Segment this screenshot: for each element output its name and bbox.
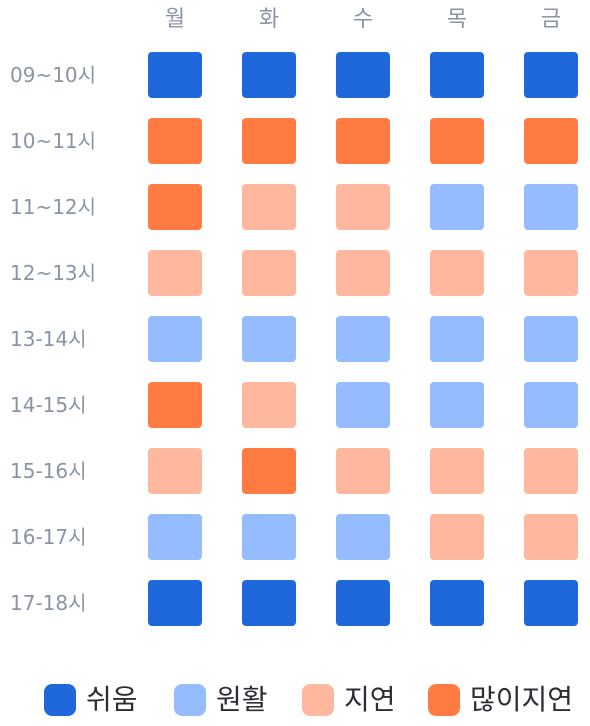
grid-cell-delay xyxy=(148,448,202,494)
legend-swatch-smooth xyxy=(174,684,206,716)
time-label: 10~11시 xyxy=(10,129,97,153)
grid-cell-heavy xyxy=(242,118,296,164)
grid-cell-delay xyxy=(524,514,578,560)
grid-cell-smooth xyxy=(430,184,484,230)
grid-cell-smooth xyxy=(148,514,202,560)
grid-cell-heavy xyxy=(524,118,578,164)
grid-cell-smooth xyxy=(148,316,202,362)
grid-cell-delay xyxy=(336,448,390,494)
grid-cell-heavy xyxy=(148,382,202,428)
time-label: 17-18시 xyxy=(10,591,87,615)
legend-swatch-heavy xyxy=(428,684,460,716)
legend-label-easy: 쉬움 xyxy=(86,683,138,716)
legend-label-delay: 지연 xyxy=(344,683,396,716)
time-label: 13-14시 xyxy=(10,327,87,351)
legend-swatch-delay xyxy=(302,684,334,716)
grid-cell-heavy xyxy=(336,118,390,164)
legend-label-smooth: 원활 xyxy=(216,683,268,716)
grid-cell-delay xyxy=(242,250,296,296)
grid-cell-heavy xyxy=(148,118,202,164)
time-label: 12~13시 xyxy=(10,261,97,285)
grid-cell-smooth xyxy=(336,514,390,560)
grid-cell-easy xyxy=(524,52,578,98)
time-label: 11~12시 xyxy=(10,195,97,219)
time-label: 09~10시 xyxy=(10,63,97,87)
grid-cell-delay xyxy=(430,250,484,296)
grid-cell-smooth xyxy=(336,382,390,428)
day-header: 수 xyxy=(352,7,374,32)
grid-cell-smooth xyxy=(524,382,578,428)
grid-cell-delay xyxy=(430,448,484,494)
grid-cell-delay xyxy=(148,250,202,296)
grid-cell-smooth xyxy=(430,316,484,362)
grid-cell-smooth xyxy=(336,316,390,362)
grid-cell-heavy xyxy=(148,184,202,230)
legend-label-heavy: 많이지연 xyxy=(470,683,574,716)
time-label: 14-15시 xyxy=(10,393,87,417)
day-header: 목 xyxy=(446,7,468,32)
day-header: 월 xyxy=(164,7,186,32)
grid-cell-easy xyxy=(242,52,296,98)
legend-swatch-easy xyxy=(44,684,76,716)
grid-cell-smooth xyxy=(242,316,296,362)
grid-cell-easy xyxy=(148,52,202,98)
grid-cell-delay xyxy=(242,184,296,230)
grid-cell-smooth xyxy=(430,382,484,428)
grid-cell-delay xyxy=(242,382,296,428)
day-header: 금 xyxy=(540,7,562,32)
grid-cell-delay xyxy=(430,514,484,560)
grid-cell-easy xyxy=(242,580,296,626)
grid-cell-delay xyxy=(524,250,578,296)
grid-cell-smooth xyxy=(524,184,578,230)
grid-cell-easy xyxy=(336,580,390,626)
grid-cell-delay xyxy=(336,184,390,230)
time-label: 15-16시 xyxy=(10,459,87,483)
grid-cell-heavy xyxy=(242,448,296,494)
grid-cell-easy xyxy=(430,52,484,98)
day-header: 화 xyxy=(258,7,280,32)
grid-cell-easy xyxy=(524,580,578,626)
time-label: 16-17시 xyxy=(10,525,87,549)
grid-cell-smooth xyxy=(242,514,296,560)
grid-cell-smooth xyxy=(524,316,578,362)
grid-cell-heavy xyxy=(430,118,484,164)
grid-cell-easy xyxy=(336,52,390,98)
grid-cell-easy xyxy=(148,580,202,626)
grid-cell-delay xyxy=(336,250,390,296)
grid-cell-delay xyxy=(524,448,578,494)
grid-cell-easy xyxy=(430,580,484,626)
